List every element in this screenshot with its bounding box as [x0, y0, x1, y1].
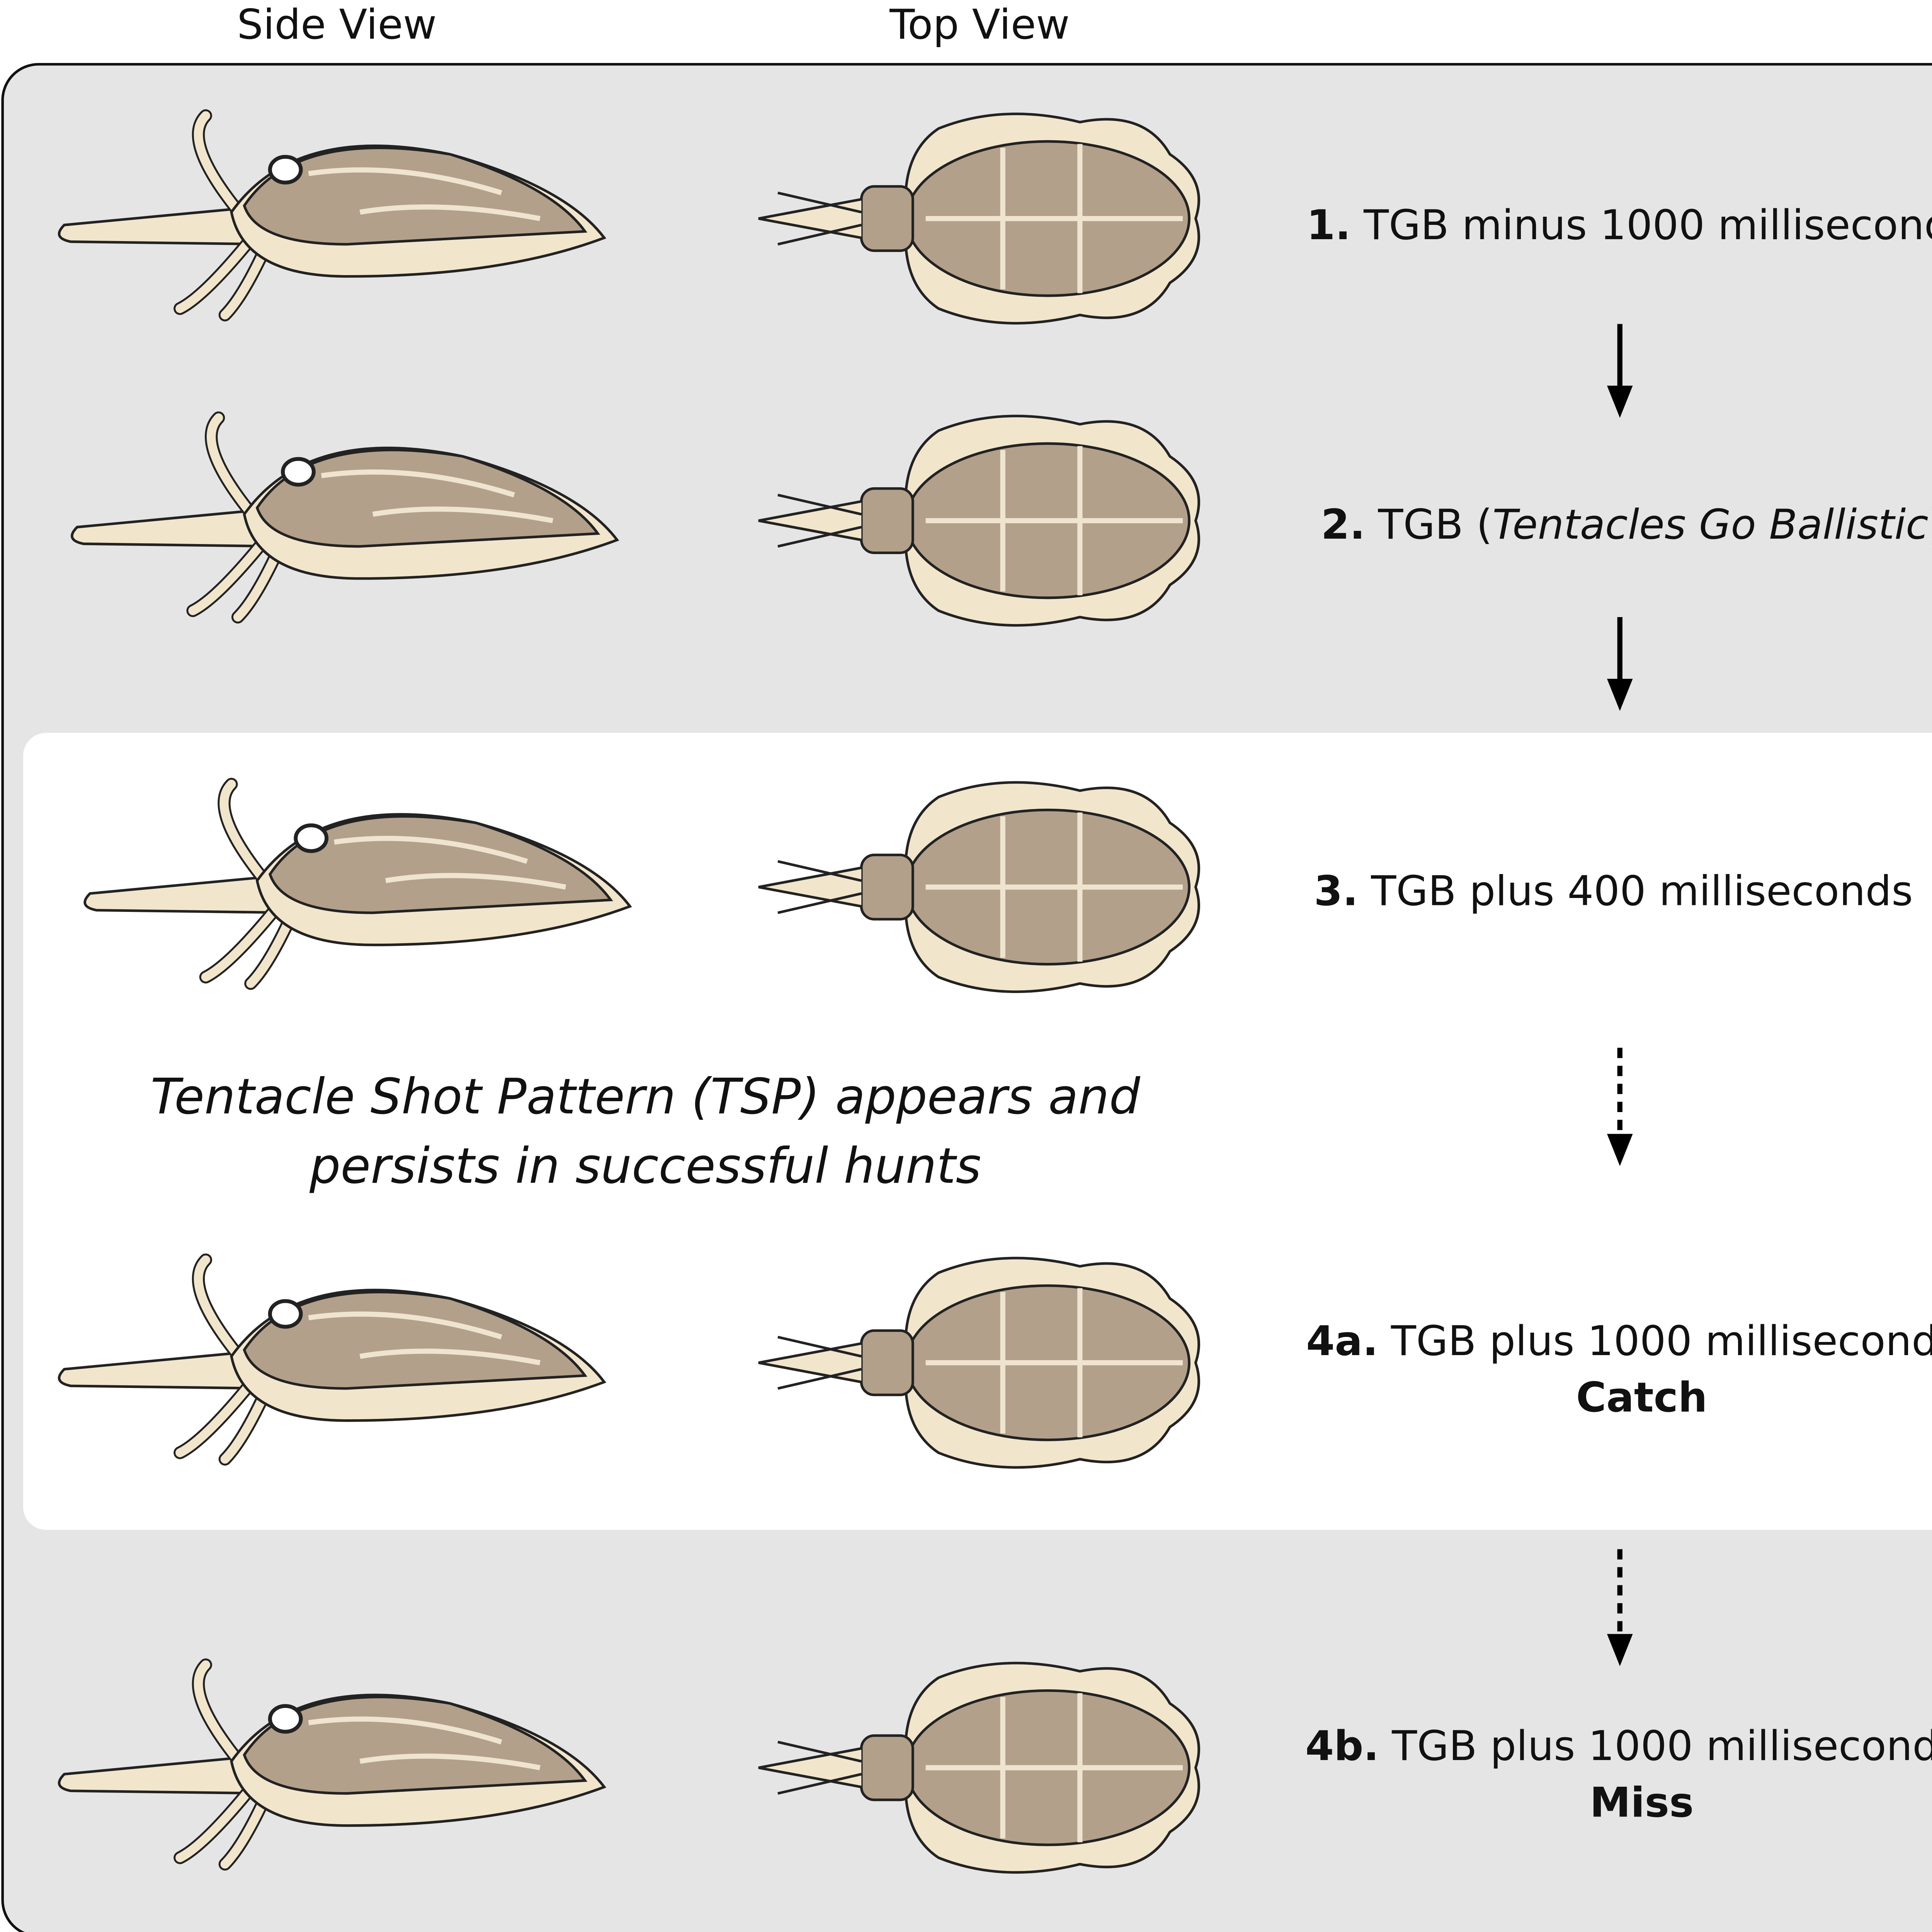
arrowhead — [1607, 1134, 1633, 1166]
step-label: 4b. TGB plus 1000 milliseconds, — [1305, 1722, 1932, 1770]
annotation: persists in successful hunts — [309, 1138, 981, 1194]
arrows — [1607, 324, 1633, 1666]
step-outcome: Miss — [1590, 1779, 1694, 1827]
step-label: 3. TGB plus 400 milliseconds — [1314, 867, 1913, 915]
step-label: 1. TGB minus 1000 milliseconds — [1306, 201, 1932, 249]
arrowhead — [1607, 386, 1633, 418]
annotation: Tentacle Shot Pattern (TSP) appears and — [151, 1068, 1141, 1125]
step-label: 4a. TGB plus 1000 milliseconds, — [1306, 1317, 1932, 1365]
header: Top View — [889, 1, 1070, 49]
arrowhead — [1607, 1634, 1633, 1666]
step-outcome: Catch — [1576, 1374, 1708, 1422]
step-label: 2.TGB (Tentacles Go Ballistic) — [1321, 501, 1932, 549]
arrowhead — [1607, 679, 1633, 711]
header: Side View — [237, 1, 437, 49]
